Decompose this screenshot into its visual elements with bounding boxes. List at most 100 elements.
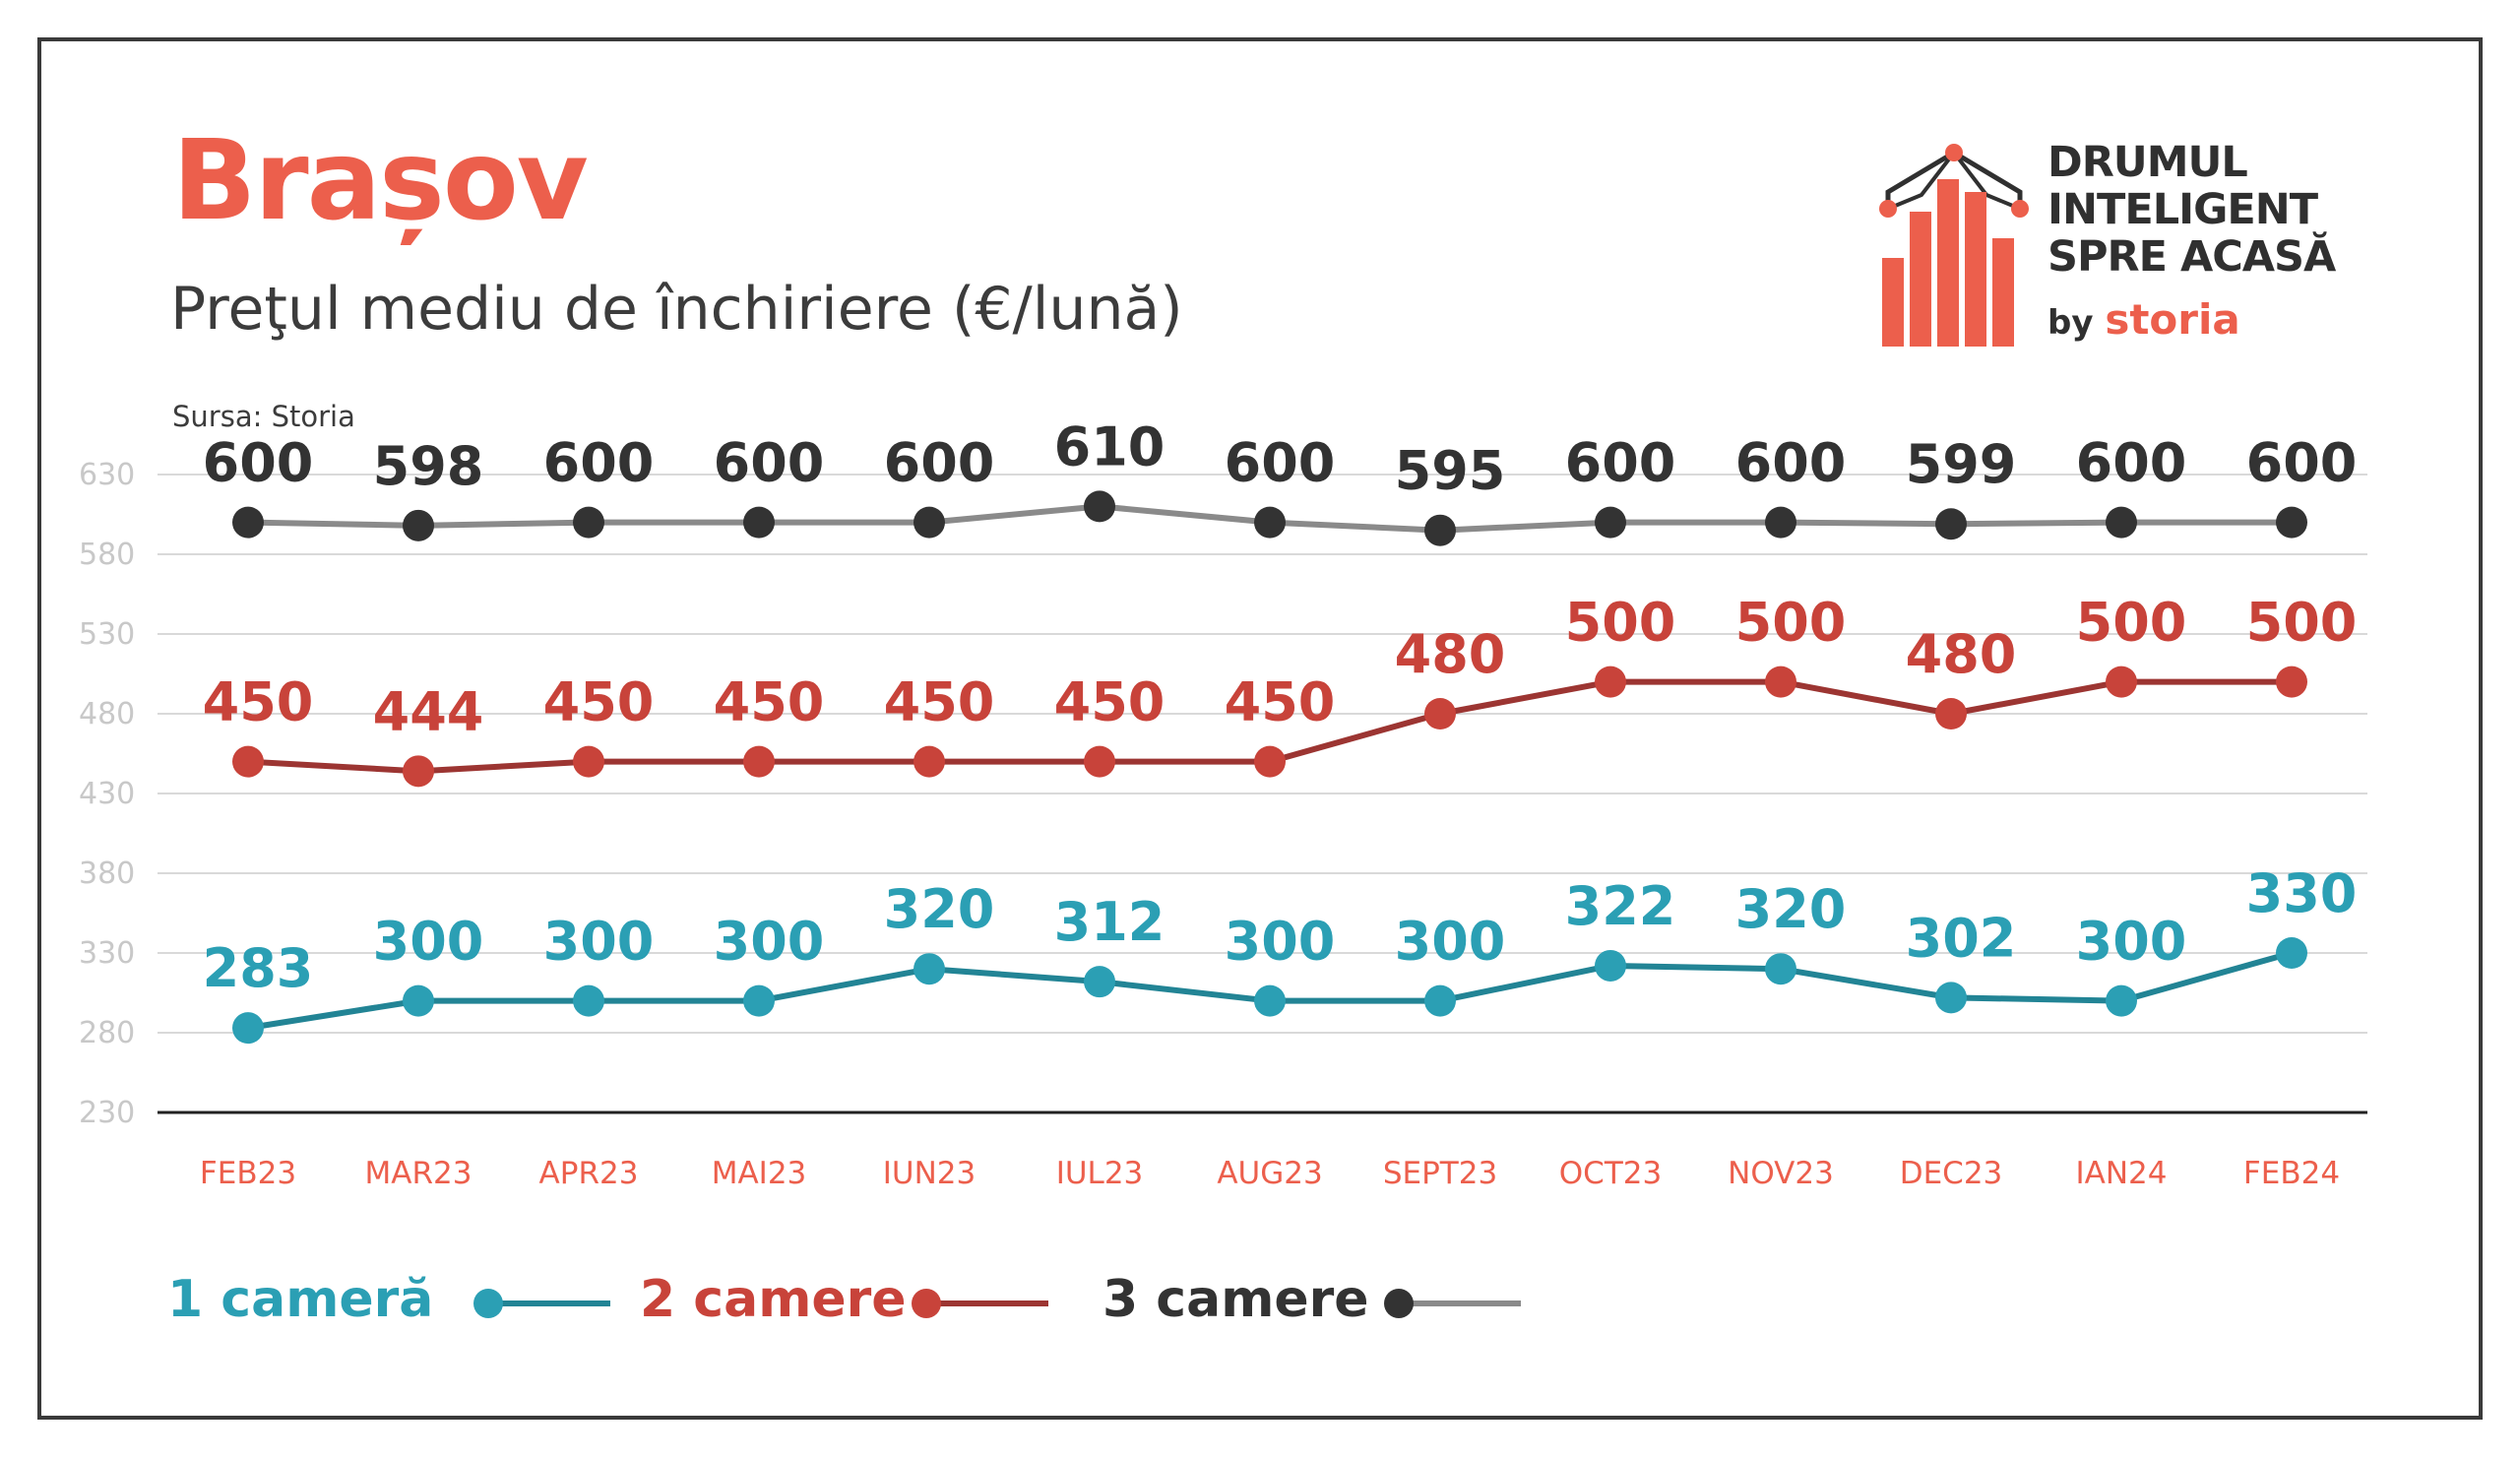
- y-tick-label: 230: [79, 1096, 135, 1130]
- data-label: 450: [714, 671, 825, 733]
- data-point: [743, 984, 775, 1017]
- data-point: [2276, 666, 2307, 698]
- data-point: [1765, 953, 1796, 985]
- logo-brand: storia: [2105, 295, 2240, 344]
- logo-by: by storia: [2048, 295, 2240, 344]
- data-point: [1935, 698, 1967, 730]
- y-tick-label: 580: [79, 538, 135, 572]
- x-tick-label: FEB23: [200, 1156, 296, 1191]
- data-label: 600: [884, 432, 995, 494]
- data-label: 300: [1225, 911, 1336, 973]
- data-label: 450: [1054, 671, 1166, 733]
- logo-text-line-1: DRUMUL: [2048, 138, 2248, 187]
- data-point: [1424, 984, 1456, 1017]
- y-tick-label: 530: [79, 617, 135, 652]
- y-axis-ticks: 230 280 330 380 430 480 530 580 630: [79, 458, 135, 1130]
- legend-swatch: [1384, 1289, 1521, 1318]
- data-label: 320: [884, 878, 995, 940]
- data-point: [403, 755, 434, 788]
- data-label: 600: [2246, 432, 2358, 494]
- y-tick-label: 280: [79, 1016, 135, 1050]
- data-label: 600: [203, 432, 314, 494]
- x-tick-label: IUN23: [883, 1156, 976, 1191]
- data-label: 480: [1395, 623, 1506, 685]
- data-label: 600: [1225, 432, 1336, 494]
- y-tick-label: 480: [79, 697, 135, 731]
- data-point: [1595, 506, 1626, 539]
- house-chart-icon: [1879, 144, 2029, 347]
- x-tick-label: FEB24: [2243, 1156, 2340, 1191]
- data-label: 500: [1565, 592, 1676, 654]
- data-point: [232, 745, 264, 778]
- data-point: [743, 506, 775, 539]
- data-point: [2276, 937, 2307, 969]
- logo-by-text: by: [2048, 303, 2094, 343]
- data-label: 444: [373, 680, 484, 742]
- data-point: [403, 984, 434, 1017]
- data-label: 320: [1735, 878, 1847, 940]
- data-point: [914, 745, 945, 778]
- x-tick-label: OCT23: [1559, 1156, 1662, 1191]
- data-label: 330: [2246, 862, 2358, 924]
- data-label: 450: [884, 671, 995, 733]
- data-label: 500: [2246, 592, 2358, 654]
- data-point: [232, 506, 264, 539]
- data-label: 595: [1395, 440, 1506, 502]
- legend-marker: [912, 1289, 941, 1318]
- data-point: [573, 984, 604, 1017]
- legend: 1 cameră 2 camere 3 camere: [167, 1260, 1644, 1339]
- data-point: [1254, 745, 1286, 778]
- data-label: 600: [1565, 432, 1676, 494]
- data-point: [2106, 506, 2137, 539]
- data-point: [573, 506, 604, 539]
- logo-text-line-2: INTELIGENT: [2048, 185, 2318, 234]
- y-tick-label: 630: [79, 458, 135, 492]
- chart-title: Brașov: [172, 117, 589, 245]
- data-label: 450: [1225, 671, 1336, 733]
- legend-swatch: [473, 1289, 610, 1318]
- data-point: [1595, 949, 1626, 982]
- data-label: 500: [2076, 592, 2187, 654]
- data-point: [1935, 982, 1967, 1014]
- x-tick-label: AUG23: [1217, 1156, 1322, 1191]
- data-point: [914, 506, 945, 539]
- x-tick-label: APR23: [539, 1156, 639, 1191]
- data-label: 600: [714, 432, 825, 494]
- chart-frame: [37, 37, 2483, 1420]
- series-layer: [232, 490, 2307, 1045]
- x-axis-ticks: FEB23 MAR23 APR23 MAI23 IUN23 IUL23 AUG23 SEPT2…: [200, 1156, 2340, 1191]
- data-point: [1254, 506, 1286, 539]
- data-point: [1765, 666, 1796, 698]
- data-label: 480: [1906, 623, 2017, 685]
- x-tick-label: DEC23: [1900, 1156, 2003, 1191]
- legend-label: 2 camere: [640, 1270, 907, 1329]
- data-label: 599: [1906, 433, 2017, 495]
- data-label: 300: [373, 911, 484, 973]
- data-point: [1765, 506, 1796, 539]
- y-tick-label: 430: [79, 777, 135, 811]
- legend-swatch: [912, 1289, 1048, 1318]
- chart-subtitle: Preţul mediu de închiriere (€/lună): [170, 275, 1183, 344]
- grid-layer: [158, 474, 2367, 1114]
- data-label: 600: [543, 432, 655, 494]
- data-point: [1084, 966, 1115, 998]
- data-label: 450: [203, 671, 314, 733]
- data-label: 300: [714, 911, 825, 973]
- data-point: [1424, 698, 1456, 730]
- data-label: 322: [1565, 875, 1676, 937]
- data-label: 300: [1395, 911, 1506, 973]
- data-label: 300: [543, 911, 655, 973]
- data-point: [1084, 745, 1115, 778]
- legend-label: 3 camere: [1102, 1270, 1369, 1329]
- data-label: 283: [203, 937, 314, 999]
- legend-marker: [1384, 1289, 1414, 1318]
- data-label: 600: [2076, 432, 2187, 494]
- data-label: 450: [543, 671, 655, 733]
- data-point: [2106, 666, 2137, 698]
- x-tick-label: MAI23: [712, 1156, 807, 1191]
- data-point: [1424, 514, 1456, 546]
- data-label: 500: [1735, 592, 1847, 654]
- logo-text-line-3: SPRE ACASĂ: [2048, 232, 2336, 282]
- data-point: [743, 745, 775, 778]
